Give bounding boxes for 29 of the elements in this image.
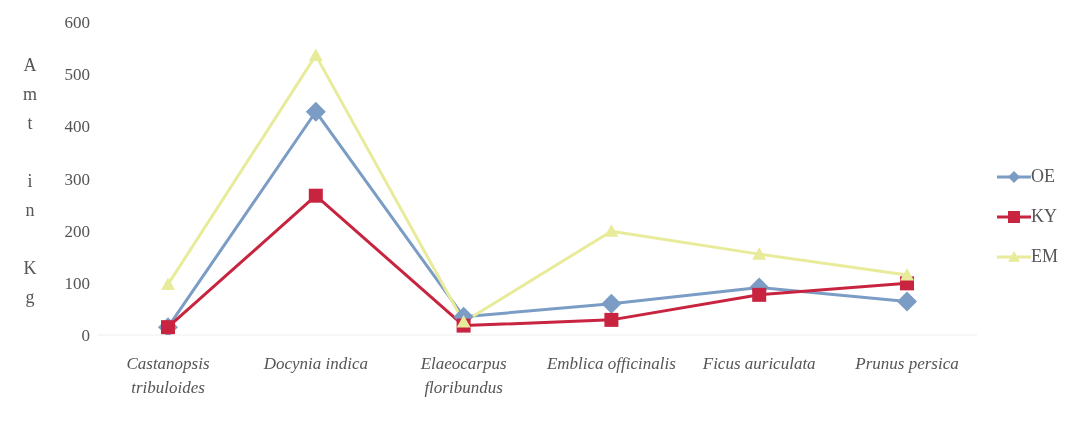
legend-label: OE (1031, 166, 1055, 187)
y-tick-label: 200 (64, 221, 90, 241)
point (752, 247, 767, 260)
point (604, 312, 619, 327)
x-tick-label: Castanopsis tribuloides (126, 354, 210, 397)
point (308, 48, 323, 61)
point (601, 293, 622, 314)
y-tick-label: 0 (81, 326, 90, 346)
point (161, 277, 175, 290)
point (752, 287, 767, 302)
x-tick-label: Emblica officinalis (545, 354, 677, 373)
point (456, 314, 471, 328)
y-tick-label: 300 (64, 169, 90, 189)
legend-label: KY (1031, 206, 1057, 227)
y-tick-label: 100 (64, 273, 90, 293)
y-tick-label: 600 (64, 13, 90, 33)
point (897, 291, 917, 312)
point (900, 268, 914, 281)
text: Amt in Kg (22, 54, 38, 307)
y-tick-label: 500 (64, 65, 90, 85)
x-tick-label: Ficus auriculata (701, 354, 816, 373)
point (308, 188, 323, 203)
x-tick-label: Docynia indica (262, 354, 368, 373)
point (604, 224, 619, 237)
legend-label: EM (1031, 246, 1058, 267)
point (305, 101, 326, 122)
x-tick-label: Prunus persica (854, 354, 959, 373)
y-tick-label: 400 (64, 117, 90, 137)
x-tick-label: Elaeocarpus floribundus (419, 354, 507, 397)
